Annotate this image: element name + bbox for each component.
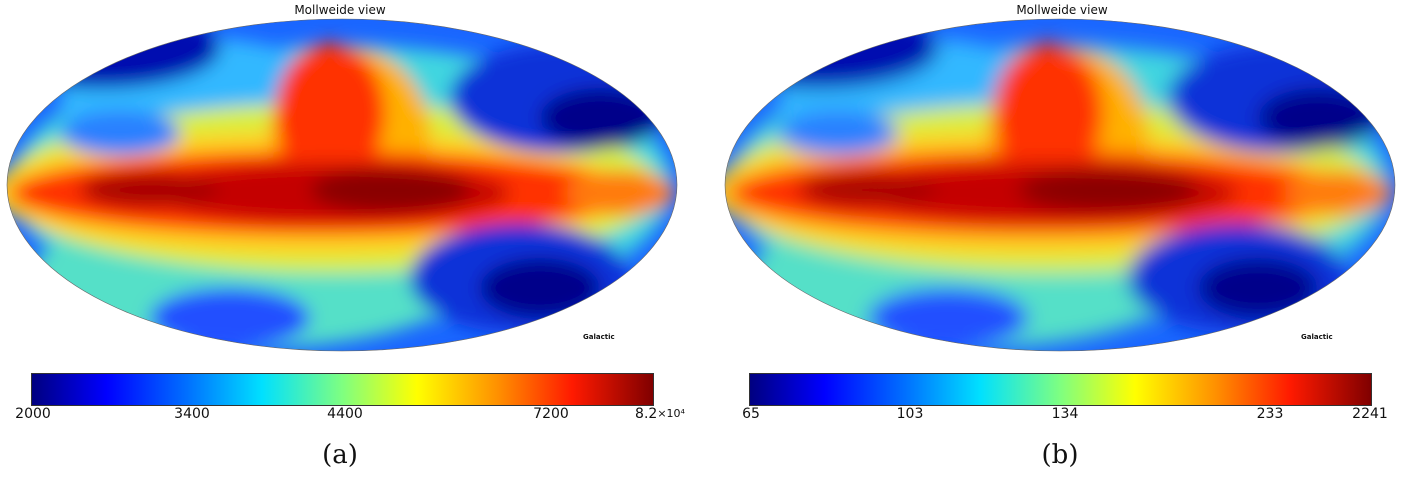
colorbar-tick: 2000	[15, 406, 51, 422]
colorbar	[31, 373, 654, 406]
colorbar-tick: 8.2×10⁴	[635, 406, 685, 422]
colorbar-multiplier: ×10⁴	[657, 407, 685, 420]
coord-label: Galactic	[583, 333, 615, 341]
panel-b: Mollweide view	[718, 0, 1414, 477]
colorbar-tick-value: 2241	[1352, 406, 1388, 422]
colorbar-tick: 3400	[174, 406, 210, 422]
mollweide-map	[724, 18, 1396, 352]
colorbar-tick: 65	[742, 406, 760, 422]
colorbar-tick-value: 8.2	[635, 406, 658, 422]
colorbar-tick: 134	[1051, 406, 1079, 422]
colorbar-tick: 4400	[327, 406, 363, 422]
caption: (a)	[322, 440, 358, 470]
map-title: Mollweide view	[1016, 3, 1108, 17]
caption: (b)	[1041, 440, 1079, 470]
coord-label: Galactic	[1301, 333, 1333, 341]
colorbar-tick: 2241	[1352, 406, 1388, 422]
colorbar-tick: 103	[896, 406, 924, 422]
panel-a: Mollweide view	[0, 0, 700, 477]
colorbar-tick: 7200	[533, 406, 569, 422]
colorbar-tick: 233	[1256, 406, 1284, 422]
mollweide-map	[6, 18, 678, 352]
colorbar	[749, 373, 1372, 406]
map-title: Mollweide view	[294, 3, 386, 17]
